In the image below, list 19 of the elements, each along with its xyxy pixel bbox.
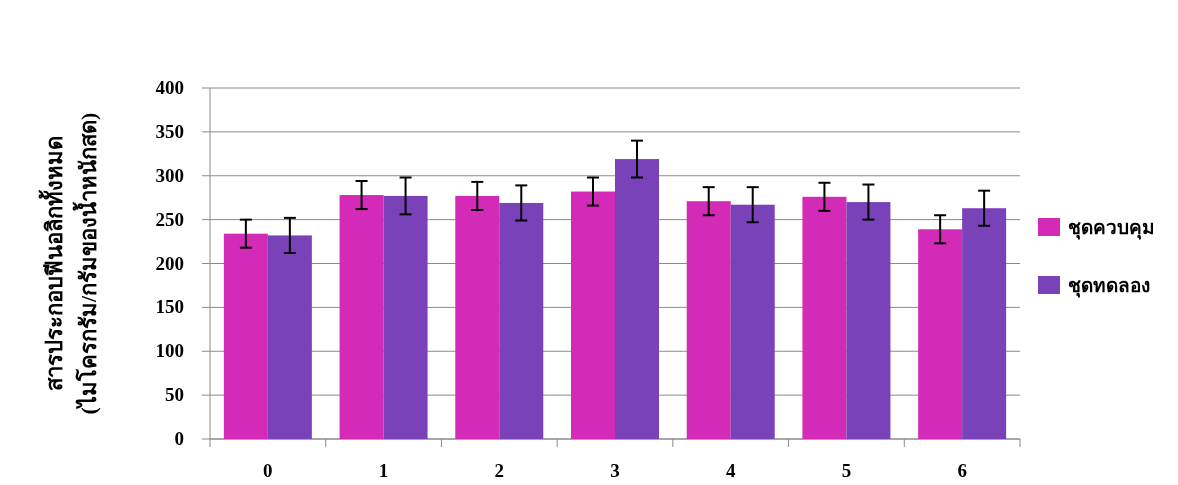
y-tick-label: 400 bbox=[155, 77, 184, 98]
x-tick-label: 1 bbox=[378, 460, 389, 481]
x-tick-label: 4 bbox=[725, 460, 736, 481]
legend-label: ชุดทดลอง bbox=[1068, 275, 1150, 298]
y-tick-label: 0 bbox=[174, 428, 184, 449]
y-tick-label: 100 bbox=[155, 340, 184, 362]
y-tick-label: 300 bbox=[155, 164, 184, 186]
x-tick-label: 3 bbox=[610, 460, 620, 481]
y-tick-label: 200 bbox=[155, 252, 184, 274]
y-tick-label: 350 bbox=[155, 120, 184, 142]
y-tick-label: 150 bbox=[155, 296, 184, 318]
y-tick-label: 250 bbox=[155, 208, 184, 230]
x-tick-label: 6 bbox=[957, 460, 967, 481]
legend-label: ชุดควบคุม bbox=[1068, 217, 1155, 240]
y-tick-label: 50 bbox=[165, 384, 184, 406]
y-axis-title: สารประกอบฟีนอลิกทั้งหมด (ไมโครกรัม/กรัมของน้ำหนักสด) bbox=[38, 112, 101, 415]
x-tick-label: 2 bbox=[494, 460, 505, 481]
x-tick-label: 0 bbox=[263, 460, 273, 481]
x-tick-label: 5 bbox=[841, 460, 852, 481]
